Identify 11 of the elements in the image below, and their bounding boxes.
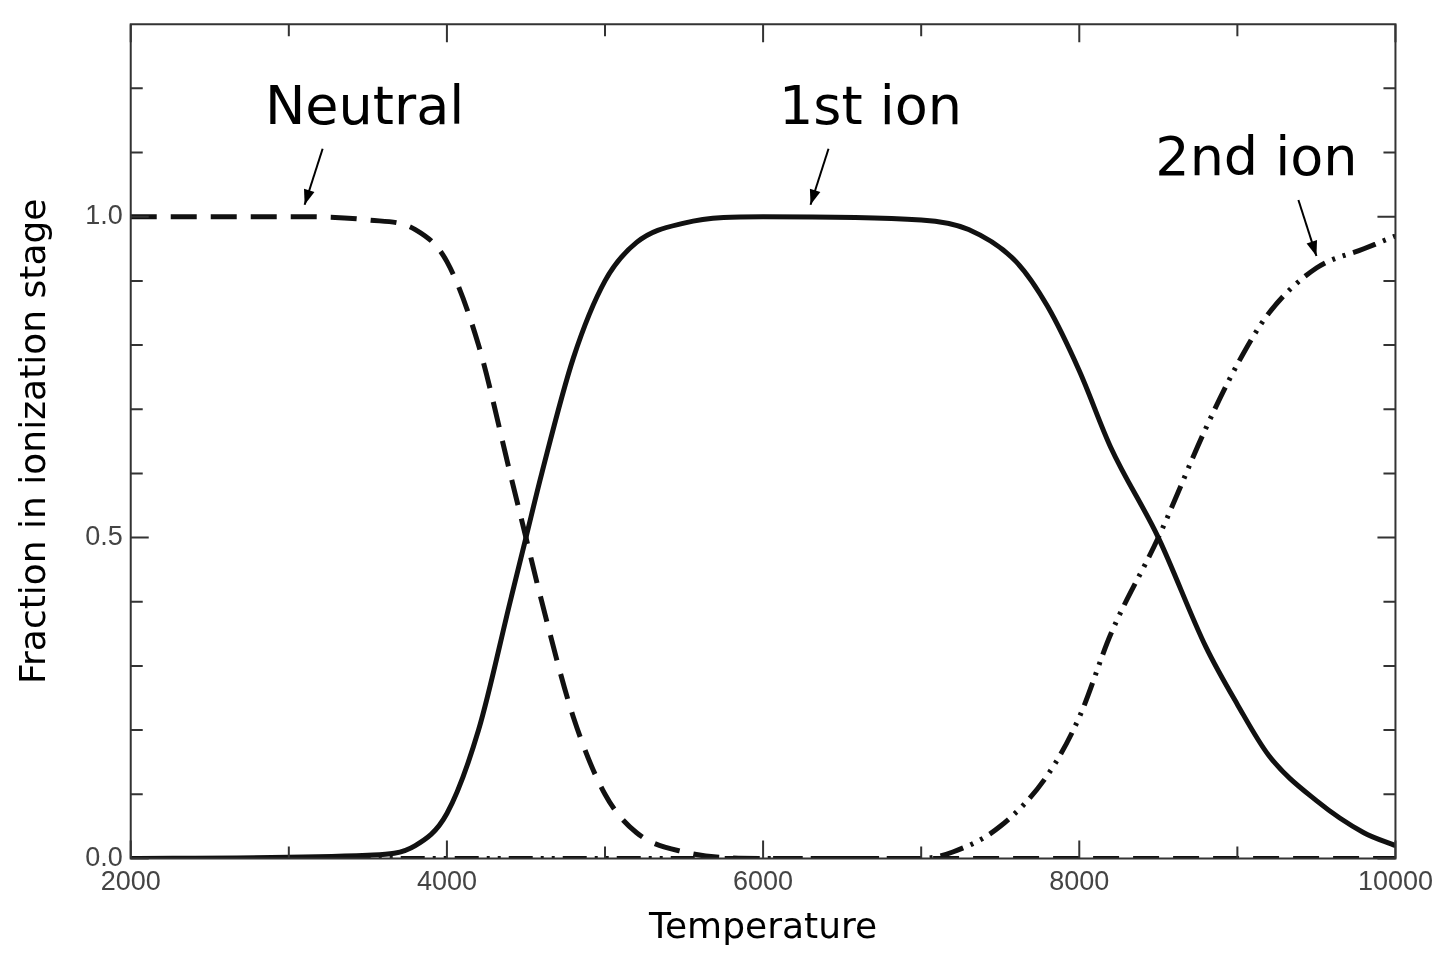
x-tick-label: 6000 bbox=[733, 866, 794, 897]
y-tick-label: 0.5 bbox=[85, 521, 123, 552]
x-tick-label: 8000 bbox=[1049, 866, 1110, 897]
annotation: Neutral bbox=[264, 73, 465, 137]
annotation: 2nd ion bbox=[1155, 125, 1358, 189]
x-tick-label: 4000 bbox=[416, 866, 477, 897]
annotation: 1st ion bbox=[778, 73, 963, 137]
y-tick-label: 1.0 bbox=[85, 200, 123, 231]
y-axis-title: Fraction in ionization stage bbox=[11, 198, 53, 685]
x-tick-label: 10000 bbox=[1357, 866, 1434, 897]
x-axis-title: Temperature bbox=[648, 904, 878, 946]
